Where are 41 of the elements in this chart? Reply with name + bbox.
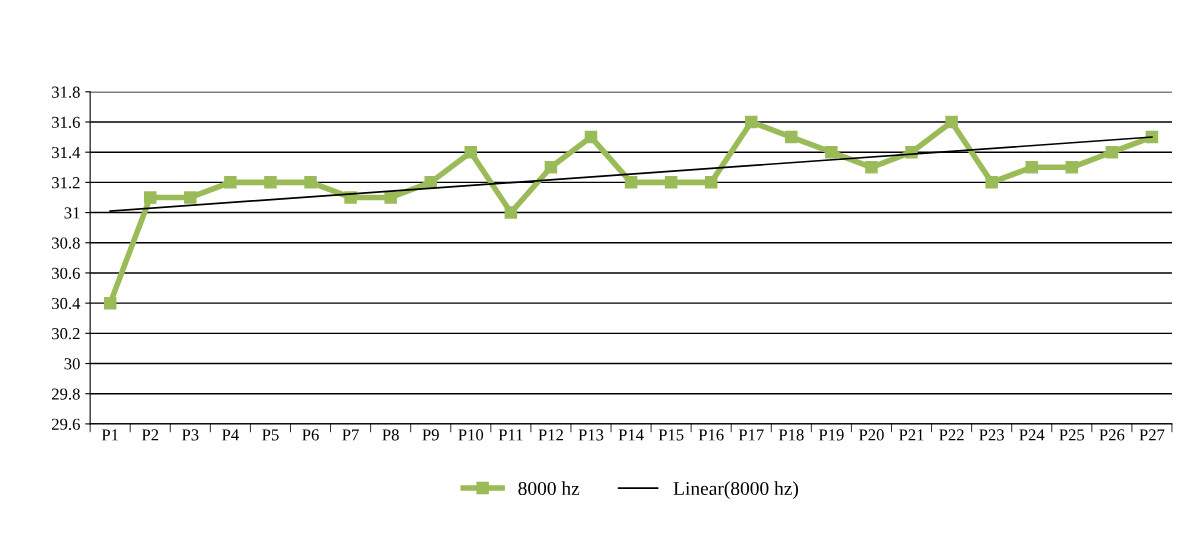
legend-label: Linear(8000 hz) bbox=[673, 481, 799, 499]
x-tick-label: P4 bbox=[222, 429, 239, 441]
x-tick-label: P17 bbox=[738, 429, 764, 441]
y-tick-label: 31.8 bbox=[52, 86, 80, 98]
y-tick-label: 31.4 bbox=[52, 146, 81, 159]
y-tick-label: 29.6 bbox=[51, 418, 80, 430]
x-tick-label: P11 bbox=[498, 429, 523, 441]
y-tick-label: 31.2 bbox=[52, 177, 80, 189]
x-tick-label: P8 bbox=[382, 429, 399, 441]
x-tick-label: P12 bbox=[538, 429, 563, 441]
x-tick-label: P22 bbox=[939, 429, 964, 441]
x-tick-label: P23 bbox=[979, 429, 1004, 441]
y-tick-label: 30.4 bbox=[52, 297, 81, 310]
x-tick-label: P24 bbox=[1019, 429, 1045, 441]
x-tick-label: P16 bbox=[698, 429, 724, 441]
x-tick-label: P13 bbox=[578, 429, 604, 441]
x-tick-label: P2 bbox=[141, 429, 159, 441]
y-tick-label: 29.8 bbox=[51, 388, 80, 400]
x-tick-label: P3 bbox=[182, 429, 199, 441]
y-tick-label: 30.6 bbox=[52, 267, 80, 279]
x-tick-label: P7 bbox=[342, 429, 359, 441]
y-tick-label: 30.8 bbox=[52, 237, 80, 249]
x-tick-label: P18 bbox=[778, 429, 804, 441]
y-tick-label: 30.2 bbox=[52, 328, 80, 340]
x-tick-label: P20 bbox=[858, 429, 884, 441]
y-tick-label: 30 bbox=[64, 358, 80, 370]
x-tick-label: P25 bbox=[1059, 429, 1085, 441]
legend-label: 8000 hz bbox=[518, 481, 580, 496]
x-tick-label: P21 bbox=[899, 429, 924, 441]
x-tick-label: P15 bbox=[658, 429, 684, 441]
x-tick-label: P5 bbox=[262, 429, 279, 441]
y-tick-label: 31.6 bbox=[52, 116, 80, 129]
x-tick-label: P6 bbox=[302, 429, 319, 441]
x-tick-label: P26 bbox=[1099, 429, 1125, 441]
x-tick-label: P9 bbox=[422, 429, 439, 441]
x-tick-label: P27 bbox=[1139, 429, 1165, 441]
x-tick-label: P1 bbox=[101, 429, 118, 441]
x-tick-label: P10 bbox=[458, 429, 484, 441]
y-tick-label: 31 bbox=[64, 207, 80, 219]
x-tick-label: P19 bbox=[818, 429, 844, 441]
x-tick-label: P14 bbox=[618, 429, 644, 441]
